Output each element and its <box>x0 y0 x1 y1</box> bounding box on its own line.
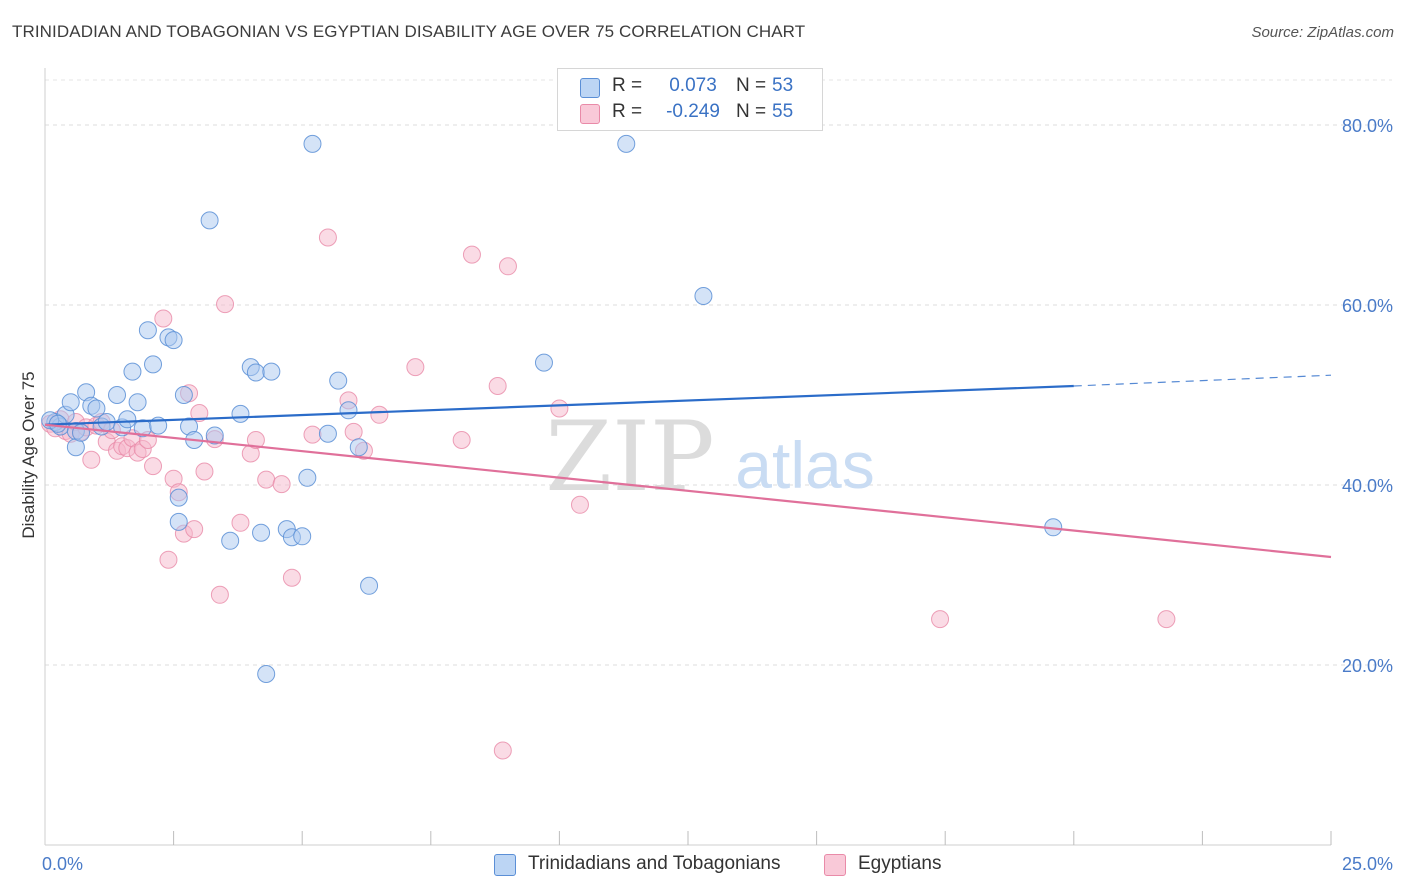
trinidadians-point <box>694 287 713 305</box>
egyptians-point <box>282 568 301 587</box>
r-label: R = <box>612 101 643 122</box>
egyptians-point <box>246 431 265 449</box>
egyptians-point <box>303 425 322 444</box>
trinidadians-point <box>164 331 183 350</box>
trinidadians-point <box>257 665 276 683</box>
egyptians-point <box>231 513 250 532</box>
egyptians-point <box>370 405 389 424</box>
correlation-legend: R = 0.073 N = 53 R = -0.249 N = 55 <box>557 68 823 131</box>
trinidadians-point <box>318 424 337 443</box>
egyptians-point <box>550 399 569 418</box>
trinidadians-point <box>200 211 219 230</box>
trinidadians-point <box>303 134 322 153</box>
trinidadians-point <box>205 426 224 445</box>
egyptians-point <box>82 450 101 469</box>
n-label: N = <box>736 101 767 122</box>
egyptians-point <box>1157 610 1176 629</box>
trinidadians-point <box>118 410 137 429</box>
egyptians-point <box>570 495 589 514</box>
trinidadians-point <box>329 371 348 390</box>
n-value: 55 <box>772 101 794 122</box>
trend-lines <box>44 374 1332 559</box>
egyptians-point <box>344 422 363 441</box>
axes <box>44 68 1332 846</box>
tick-labels: 20.0% 40.0% 60.0% 80.0% 0.0% 25.0% <box>42 116 1393 874</box>
r-label: R = <box>612 75 643 96</box>
trinidadians-point <box>108 386 127 404</box>
egyptians-trend-line <box>44 423 1332 559</box>
egyptians-point <box>190 404 209 422</box>
r-value: -0.249 <box>666 101 720 122</box>
legend-label: Egyptians <box>858 853 942 874</box>
trinidadians-point <box>169 512 188 531</box>
trinidadians-point <box>534 353 553 372</box>
watermark-zip: ZIP <box>545 401 714 513</box>
egyptians-point <box>462 245 481 264</box>
watermark: ZIP atlas <box>545 401 874 513</box>
legend-swatch-blue <box>494 854 516 876</box>
x-tick-label: 25.0% <box>1342 854 1393 874</box>
trinidadians-point <box>128 393 147 412</box>
trinidadians-point <box>123 362 142 381</box>
legend-swatch-blue <box>580 78 600 98</box>
trinidadians-point <box>174 386 193 404</box>
y-axis-label: Disability Age Over 75 <box>19 371 38 538</box>
trinidadians-point <box>298 468 317 487</box>
trinidadians-trend-line <box>44 384 1074 426</box>
r-value: 0.073 <box>669 75 717 96</box>
y-tick-label: 60.0% <box>1342 296 1393 316</box>
egyptians-point <box>159 550 178 569</box>
trinidadians-trend-extension <box>1073 374 1332 387</box>
egyptians-point <box>406 358 425 377</box>
y-tick-label: 40.0% <box>1342 476 1393 496</box>
n-label: N = <box>736 75 767 96</box>
trinidadians-point <box>169 488 188 507</box>
egyptians-point <box>318 228 337 247</box>
egyptians-point <box>210 585 229 604</box>
egyptians-point <box>452 431 471 449</box>
trinidadians-point <box>221 531 240 550</box>
series-legend: Trinidadians and Tobagonians Egyptians <box>0 852 1406 878</box>
trinidadians-point <box>246 363 265 382</box>
trinidadians-point <box>360 576 379 595</box>
trinidadians-point <box>293 527 312 546</box>
trinidadians-point <box>87 399 106 418</box>
source-credit: Source: ZipAtlas.com <box>1251 24 1394 41</box>
x-tick-label: 0.0% <box>42 854 83 874</box>
n-value: 53 <box>772 75 794 96</box>
egyptians-point <box>154 309 173 328</box>
egyptians-point <box>185 520 204 539</box>
egyptians-point <box>488 377 507 395</box>
trinidadians-point <box>231 404 250 423</box>
trinidadians-point <box>262 362 281 381</box>
chart-title: TRINIDADIAN AND TOBAGONIAN VS EGYPTIAN D… <box>12 22 806 41</box>
egyptians-point <box>195 462 214 481</box>
y-tick-label: 80.0% <box>1342 116 1393 136</box>
trinidadians-point <box>61 393 80 412</box>
legend-swatch-pink <box>580 104 600 124</box>
egyptians-point <box>493 741 512 760</box>
trinidadians-point <box>339 401 358 420</box>
trinidadians-point <box>144 355 163 374</box>
trinidadians-point <box>252 523 271 542</box>
trinidadians-point <box>349 438 368 457</box>
egyptians-point <box>257 470 276 489</box>
legend-swatch-pink <box>824 854 846 876</box>
egyptians-point <box>931 610 950 629</box>
egyptians-point <box>272 475 291 494</box>
y-tick-label: 20.0% <box>1342 656 1393 676</box>
egyptians-point <box>144 457 163 476</box>
egyptians-point <box>216 295 235 314</box>
trinidadians-point <box>617 134 636 153</box>
legend-label: Trinidadians and Tobagonians <box>528 853 781 874</box>
egyptians-point <box>498 257 517 276</box>
trinidadians-point <box>138 321 157 340</box>
watermark-atlas: atlas <box>735 428 874 502</box>
